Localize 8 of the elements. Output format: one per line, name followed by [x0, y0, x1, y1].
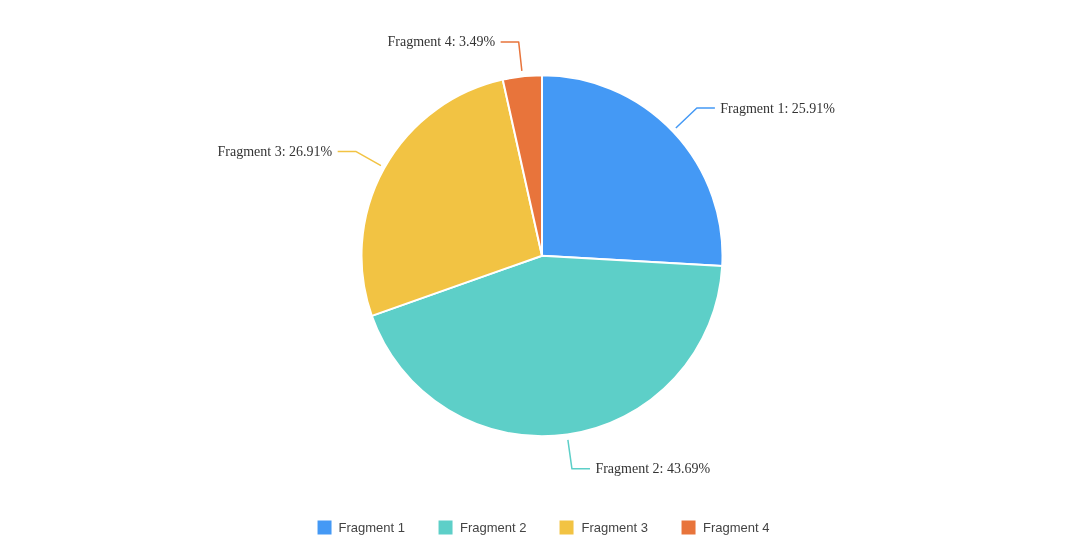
legend-label: Fragment 1: [338, 519, 406, 535]
legend-label: Fragment 4: [702, 519, 770, 535]
legend-label: Fragment 2: [460, 519, 527, 535]
data-label: Fragment 2: 43.69%: [595, 461, 711, 477]
data-label: Fragment 4: 3.49%: [387, 34, 496, 50]
data-label: Fragment 3: 26.91%: [217, 143, 333, 159]
data-label: Fragment 1: 25.91%: [720, 100, 836, 116]
legend-label: Fragment 3: [581, 519, 648, 535]
